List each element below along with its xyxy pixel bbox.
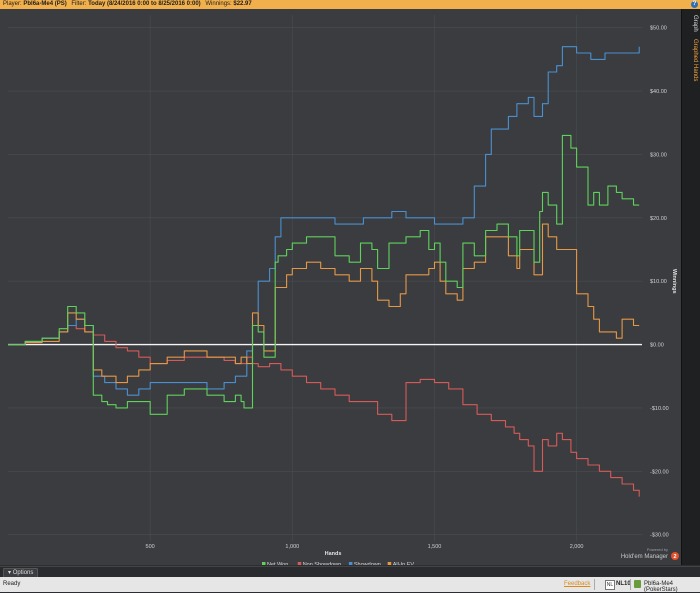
legend-entry: All-In EV xyxy=(393,562,415,565)
watermark-powered-by: Powered by xyxy=(647,547,668,552)
legend-swatch xyxy=(348,562,353,566)
winnings-value: $22.97 xyxy=(233,1,252,7)
player-icon xyxy=(634,580,641,588)
title-bar: Player: Pbl6a-Me4 (PS) Filter: Today (8/… xyxy=(0,0,700,9)
y-tick-label: -$30.00 xyxy=(650,533,669,539)
help-icon[interactable]: ? xyxy=(691,1,698,8)
x-tick-label: 1,000 xyxy=(285,544,299,550)
series-line-showdown xyxy=(8,46,640,396)
series-line-net-won xyxy=(8,134,640,415)
side-tabs: Graph Graphed Hands xyxy=(681,9,700,565)
y-tick-label: $40.00 xyxy=(650,89,667,95)
legend-swatch xyxy=(387,562,392,566)
x-axis-label: Hands xyxy=(325,551,342,557)
options-label: Options xyxy=(12,570,34,576)
series-line-non-showdown xyxy=(8,324,640,497)
watermark-logo-icon xyxy=(671,552,679,560)
y-tick-label: -$20.00 xyxy=(650,469,669,475)
filter-value[interactable]: Today (8/24/2016 0:00 to 8/25/2016 0:00) xyxy=(88,1,201,7)
y-tick-label: -$10.00 xyxy=(650,406,669,412)
y-tick-label: $20.00 xyxy=(650,216,667,222)
tab-graph[interactable]: Graph xyxy=(692,15,698,32)
legend-swatch xyxy=(262,562,266,566)
y-tick-label: $0.00 xyxy=(650,343,664,349)
x-tick-label: 2,000 xyxy=(570,544,584,550)
legend-entry: Non Showdown xyxy=(303,562,342,565)
player-name: Pbl6a-Me4 (PS) xyxy=(23,1,67,7)
feedback-link[interactable]: Feedback xyxy=(564,581,591,587)
x-tick-label: 500 xyxy=(146,544,155,550)
chevron-down-icon: ▾ xyxy=(8,570,12,576)
player-label: Player: xyxy=(3,1,22,7)
legend-entry: Showdown xyxy=(354,562,381,565)
series-line-all-in-ev xyxy=(8,223,640,384)
status-bar: Ready Feedback NL NL10 Pbl6a-Me4 (PokerS… xyxy=(0,577,700,593)
y-tick-label: $10.00 xyxy=(650,279,667,285)
y-axis-label: Winnings xyxy=(671,269,677,294)
table-icon: NL xyxy=(605,580,615,590)
winnings-label: Winnings: xyxy=(205,1,232,7)
status-divider xyxy=(630,579,631,590)
y-tick-label: $50.00 xyxy=(650,26,667,32)
player-site-label[interactable]: Pbl6a-Me4 (PokerStars) xyxy=(644,581,678,593)
winnings-chart: $50.00 $40.00 $30.00 $20.00 $10.00 $0.00 -$10.… xyxy=(8,15,679,568)
bottom-bar: ▾ Options xyxy=(0,566,700,578)
watermark-logo-text: Hold'em Manager xyxy=(621,554,668,560)
graph-panel: $50.00 $40.00 $30.00 $20.00 $10.00 $0.00 -$10.… xyxy=(0,9,681,568)
watermark-logo-badge: 2 xyxy=(673,554,676,560)
filter-label: Filter: xyxy=(71,1,87,7)
limit-label: NL10 xyxy=(616,581,631,587)
legend-entry: Net Won xyxy=(267,562,288,565)
tab-graphed-hands[interactable]: Graphed Hands xyxy=(692,39,698,82)
x-tick-label: 1,500 xyxy=(428,544,442,550)
y-tick-label: $30.00 xyxy=(650,152,667,158)
legend-swatch xyxy=(297,562,302,566)
status-ready: Ready xyxy=(3,581,21,587)
status-divider xyxy=(594,579,595,590)
